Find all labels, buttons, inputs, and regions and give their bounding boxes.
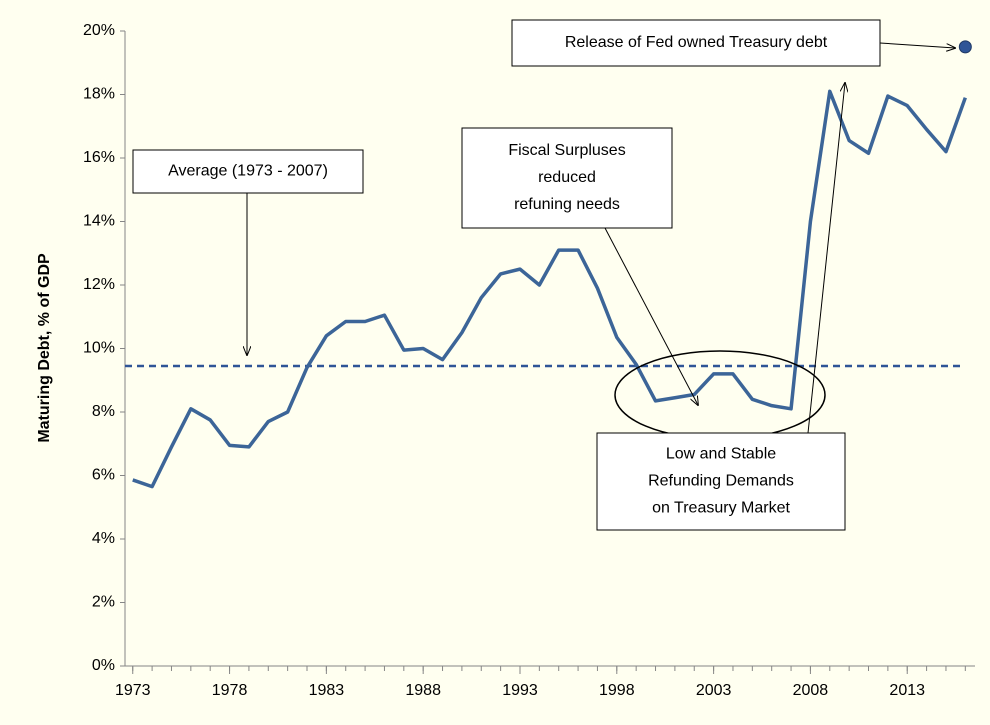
annotation-text: Fiscal Surpluses (508, 142, 625, 159)
x-tick-label: 2003 (696, 682, 732, 699)
annotation-arrow (604, 227, 698, 405)
y-tick-label: 0% (92, 657, 115, 674)
y-tick-label: 8% (92, 403, 115, 420)
y-tick-label: 18% (83, 86, 115, 103)
highlight-point (958, 40, 972, 54)
y-tick-label: 2% (92, 594, 115, 611)
annotation-box (596, 432, 846, 531)
y-tick-label: 12% (83, 276, 115, 293)
y-tick-label: 20% (83, 22, 115, 39)
y-tick-label: 6% (92, 467, 115, 484)
y-axis-title: Maturing Debt, % of GDP (36, 253, 53, 443)
annotation-text: refuning needs (514, 196, 620, 213)
annotation-text: on Treasury Market (652, 500, 790, 517)
x-tick-label: 1973 (115, 682, 151, 699)
annotation-box (461, 127, 673, 229)
x-tick-label: 1983 (309, 682, 345, 699)
annotation-text: Average (1973 - 2007) (168, 163, 328, 180)
annotation-text: Low and Stable (666, 446, 776, 463)
x-tick-label: 1978 (212, 682, 248, 699)
annotation-box (511, 19, 881, 67)
series-line (132, 89, 967, 489)
y-tick-label: 10% (83, 340, 115, 357)
x-tick-label: 1993 (502, 682, 538, 699)
annotation-arrow (879, 42, 955, 48)
annotation-text: Release of Fed owned Treasury debt (565, 34, 828, 51)
x-tick-label: 1998 (599, 682, 635, 699)
x-tick-label: 1988 (405, 682, 441, 699)
annotation-box (132, 149, 364, 194)
x-tick-label: 2013 (889, 682, 925, 699)
annotation-arrow (807, 83, 845, 434)
y-tick-label: 14% (83, 213, 115, 230)
x-tick-label: 2008 (793, 682, 829, 699)
annotation-text: reduced (538, 169, 596, 186)
y-tick-label: 16% (83, 149, 115, 166)
y-tick-label: 4% (92, 530, 115, 547)
annotation-text: Refunding Demands (648, 473, 794, 490)
